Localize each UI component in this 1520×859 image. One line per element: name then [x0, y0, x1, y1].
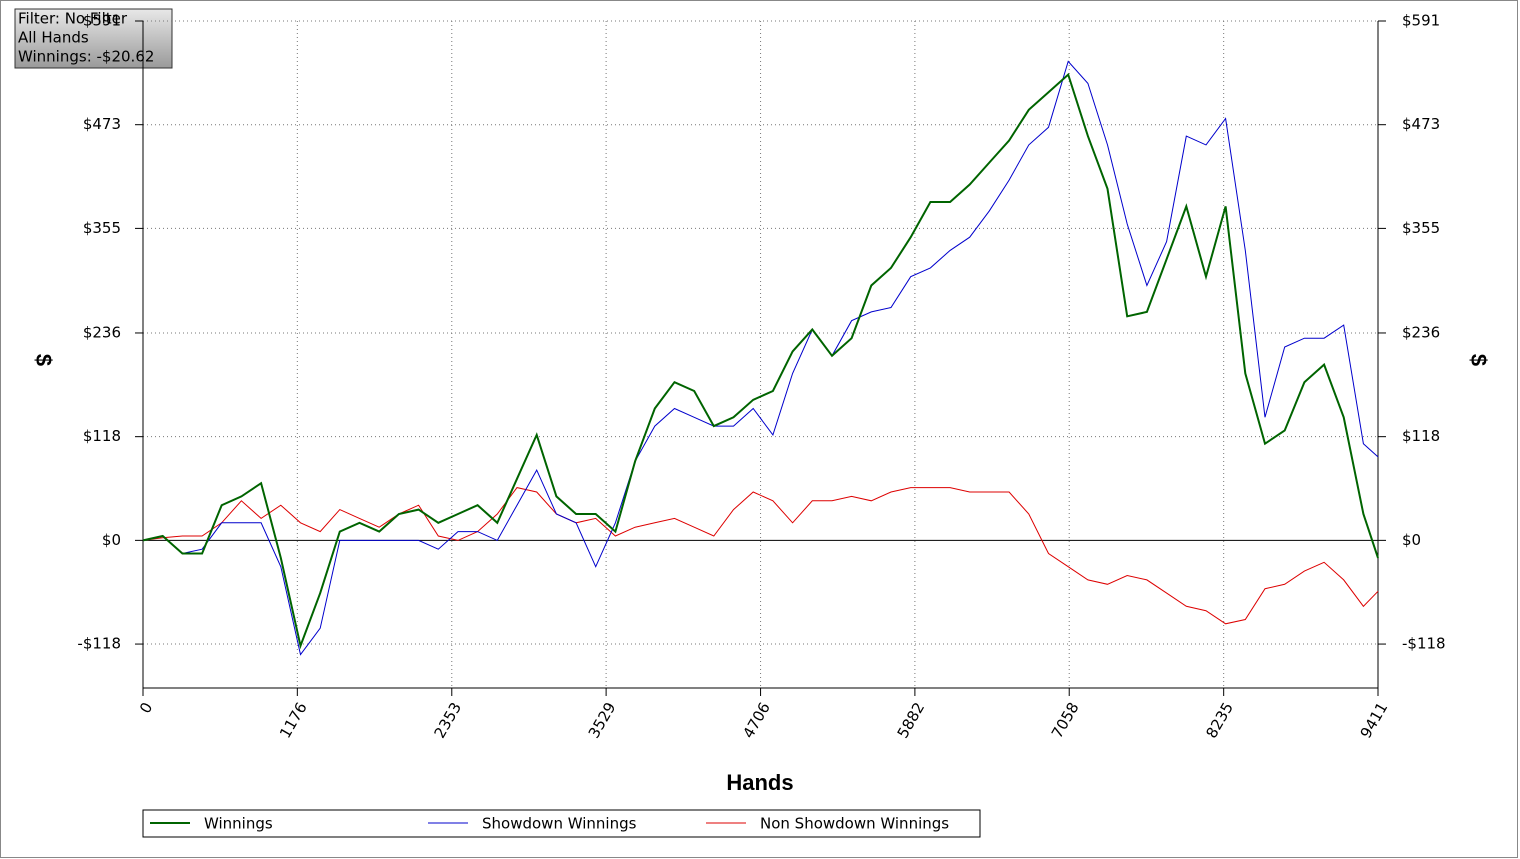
info-box	[14, 8, 173, 69]
y2-tick-label: $473	[1402, 115, 1440, 133]
legend	[142, 809, 981, 838]
series-line	[142, 72, 1379, 650]
y-tick-label: $591	[83, 12, 121, 30]
y-tick-label: $473	[83, 115, 121, 133]
y2-tick-label: $118	[1402, 427, 1440, 445]
y2-tick-label: -$118	[1402, 635, 1446, 653]
info-text: All Hands	[18, 29, 89, 47]
info-text: Filter: No Filter	[18, 10, 128, 28]
y-tick-label: $236	[83, 323, 121, 341]
y-tick-label: $118	[83, 427, 121, 445]
info-text: Winnings: -$20.62	[18, 48, 154, 66]
y2-tick-label: $236	[1402, 323, 1440, 341]
legend-label: Showdown Winnings	[482, 815, 637, 833]
y-axis-label: $	[31, 354, 56, 366]
y-tick-label: $0	[102, 531, 121, 549]
series-line	[142, 487, 1379, 625]
y-tick-label: -$118	[77, 635, 121, 653]
y2-tick-label: $591	[1402, 12, 1440, 30]
y-tick-label: $355	[83, 219, 121, 237]
series-line	[142, 60, 1379, 656]
y2-tick-label: $0	[1402, 531, 1421, 549]
y2-axis-label: $	[1466, 354, 1491, 366]
x-axis-label: Hands	[726, 770, 793, 795]
legend-label: Winnings	[204, 815, 273, 833]
y2-tick-label: $355	[1402, 219, 1440, 237]
legend-label: Non Showdown Winnings	[760, 815, 949, 833]
